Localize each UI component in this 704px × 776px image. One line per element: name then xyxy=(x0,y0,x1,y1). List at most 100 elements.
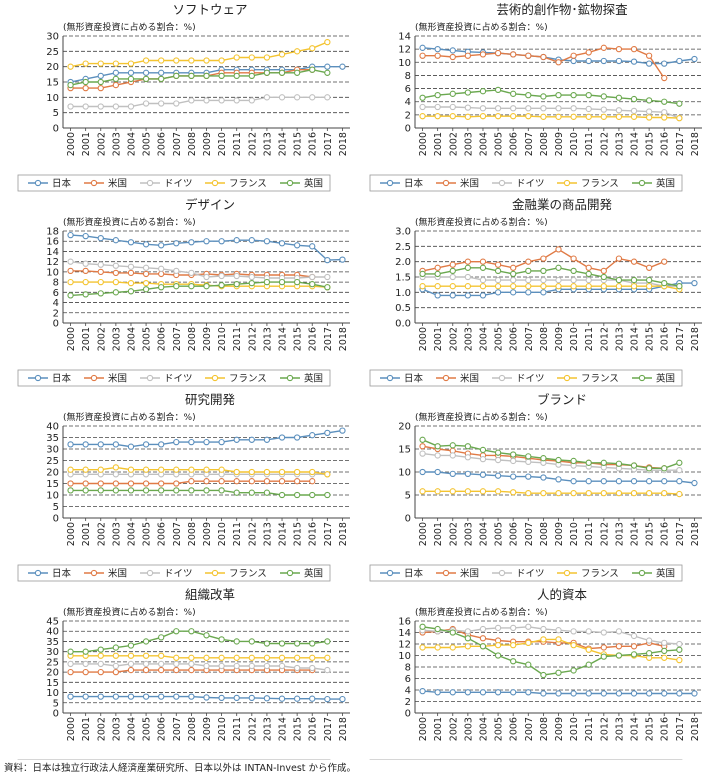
data-point xyxy=(494,449,502,456)
x-tick-label: 2000 xyxy=(66,522,77,546)
data-point xyxy=(525,283,532,290)
legend-item: 英国 xyxy=(632,178,675,190)
y-tick-label: 14 xyxy=(46,247,59,258)
data-point xyxy=(449,261,456,268)
legend-marker xyxy=(386,374,394,382)
x-tick-label: 2016 xyxy=(308,522,319,546)
x-tick-label: 2011 xyxy=(232,522,243,546)
data-point xyxy=(97,103,104,110)
data-point xyxy=(97,652,104,659)
data-point xyxy=(278,468,286,476)
y-tick-label: 8 xyxy=(405,71,411,82)
data-point xyxy=(112,289,120,296)
data-point xyxy=(630,651,638,658)
x-tick-label: 2011 xyxy=(584,522,595,546)
data-point xyxy=(434,488,441,495)
y-tick-label: 4 xyxy=(405,686,411,697)
data-point xyxy=(248,694,255,702)
y-tick-label: 8 xyxy=(53,278,59,289)
data-point xyxy=(510,113,517,120)
data-point xyxy=(600,57,607,65)
y-tick-label: 0 xyxy=(405,124,411,135)
data-point xyxy=(248,478,255,485)
data-point xyxy=(434,689,441,696)
legend-box xyxy=(17,369,331,387)
x-tick-label: 2014 xyxy=(630,717,641,741)
data-point xyxy=(615,107,623,114)
x-tick-label: 2013 xyxy=(614,522,625,546)
data-point xyxy=(112,464,120,471)
y-tick-label: 1.0 xyxy=(395,288,411,299)
data-point xyxy=(127,642,135,649)
legend-label: ドイツ xyxy=(516,374,545,385)
x-tick-label: 2018 xyxy=(338,717,349,741)
data-point xyxy=(97,646,104,653)
legend-marker xyxy=(386,179,394,187)
legend-marker xyxy=(442,569,450,577)
data-point xyxy=(464,635,472,642)
data-point xyxy=(112,693,120,700)
chart-subtitle: (無形資産投資に占める割合：%) xyxy=(63,216,196,228)
x-tick-label: 2004 xyxy=(478,132,489,156)
data-point xyxy=(464,283,472,290)
series-フランス xyxy=(67,278,331,291)
legend-item: フランス xyxy=(205,179,267,190)
data-point xyxy=(449,47,456,54)
data-point xyxy=(112,652,120,659)
data-point xyxy=(97,660,104,668)
series-日本 xyxy=(67,693,346,703)
data-point xyxy=(82,466,89,473)
x-tick-label: 2009 xyxy=(554,132,565,156)
x-tick-label: 2011 xyxy=(232,327,243,351)
data-point xyxy=(112,668,120,676)
data-point xyxy=(173,72,180,80)
data-point xyxy=(203,478,210,485)
x-tick-label: 2015 xyxy=(293,132,304,156)
data-point xyxy=(233,489,240,496)
data-point xyxy=(67,267,74,275)
data-point xyxy=(615,113,623,120)
data-point xyxy=(661,279,668,287)
data-point xyxy=(449,53,456,61)
x-tick-label: 2016 xyxy=(660,522,671,546)
data-point xyxy=(188,269,195,277)
data-point xyxy=(645,264,653,271)
data-point xyxy=(585,91,592,99)
y-tick-label: 10 xyxy=(398,58,411,69)
legend-box xyxy=(17,174,331,192)
data-point xyxy=(494,105,502,112)
x-tick-label: 2014 xyxy=(278,717,289,741)
legend-label: 英国 xyxy=(304,178,323,190)
legend-marker xyxy=(638,179,646,187)
data-point xyxy=(218,654,225,661)
data-point xyxy=(142,286,150,293)
y-tick-label: 20 xyxy=(46,468,59,479)
data-point xyxy=(525,267,532,275)
legend-item: ドイツ xyxy=(492,179,545,190)
y-tick-label: 30 xyxy=(46,647,59,658)
data-point xyxy=(464,52,472,59)
data-point xyxy=(449,113,456,120)
data-point xyxy=(676,640,683,648)
data-point xyxy=(479,292,487,299)
y-tick-label: 40 xyxy=(46,422,59,433)
data-point xyxy=(479,264,487,271)
data-point xyxy=(434,468,441,476)
x-tick-label: 2000 xyxy=(66,132,77,156)
data-point xyxy=(645,52,653,59)
data-point xyxy=(324,429,331,437)
data-point xyxy=(464,258,472,265)
data-point xyxy=(494,642,502,649)
chart-subtitle: (無形資産投資に占める割合：%) xyxy=(63,606,196,618)
legend-item: 日本 xyxy=(28,373,72,385)
x-tick-label: 2005 xyxy=(142,522,153,546)
x-tick-label: 2002 xyxy=(96,327,107,351)
chart-title: 芸術的創作物･鉱物探査 xyxy=(496,2,628,17)
data-point xyxy=(570,457,577,465)
data-point xyxy=(188,239,195,246)
data-point xyxy=(248,468,255,476)
data-point xyxy=(97,278,104,286)
data-point xyxy=(278,69,286,76)
data-point xyxy=(494,267,502,275)
data-point xyxy=(324,38,331,46)
